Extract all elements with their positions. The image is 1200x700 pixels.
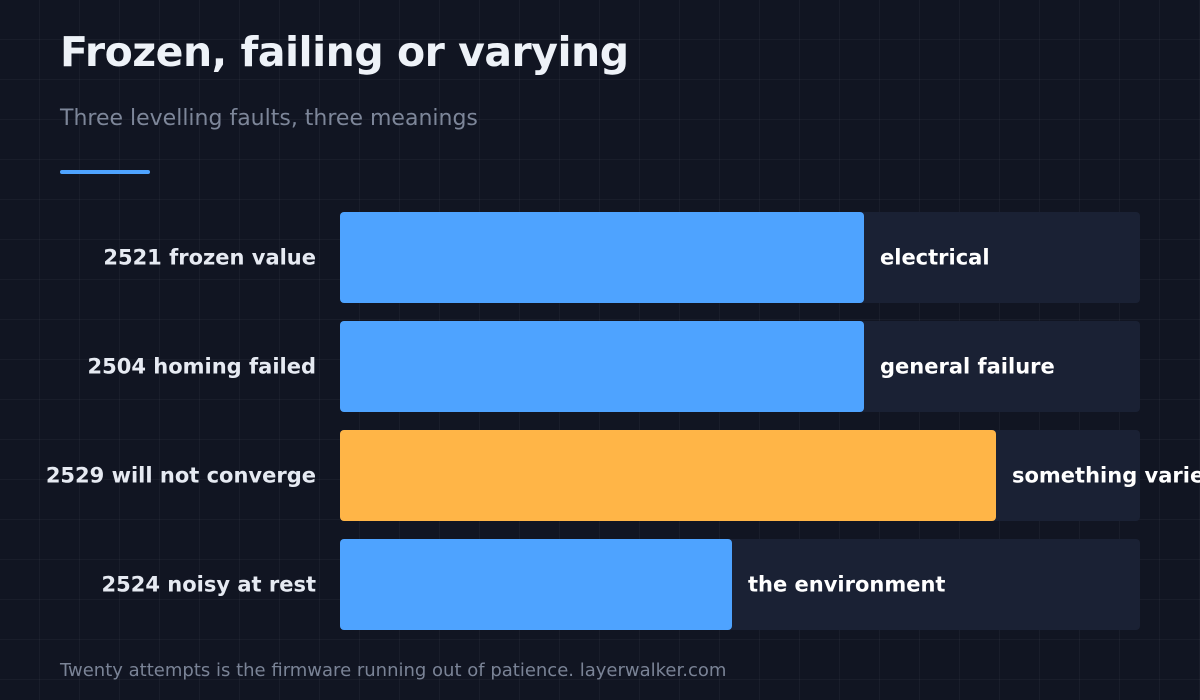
bar-2 (340, 321, 864, 412)
accent-rule (60, 170, 150, 174)
bar-1 (340, 212, 864, 303)
bar-3 (340, 430, 996, 521)
bar-value-label: electrical (880, 246, 990, 270)
category-label: 2521 frozen value (103, 246, 316, 270)
bar-value-label: general failure (880, 355, 1055, 379)
bar-value-label: the environment (748, 573, 945, 597)
chart-subtitle: Three levelling faults, three meanings (60, 106, 478, 131)
category-label: 2529 will not converge (46, 464, 316, 488)
footer-caption: Twenty attempts is the firmware running … (60, 660, 727, 681)
bar-value-label: something varies (1012, 464, 1200, 488)
chart-title: Frozen, failing or varying (60, 28, 629, 76)
bar-4 (340, 539, 732, 630)
category-label: 2504 homing failed (88, 355, 317, 379)
category-label: 2524 noisy at rest (102, 573, 317, 597)
